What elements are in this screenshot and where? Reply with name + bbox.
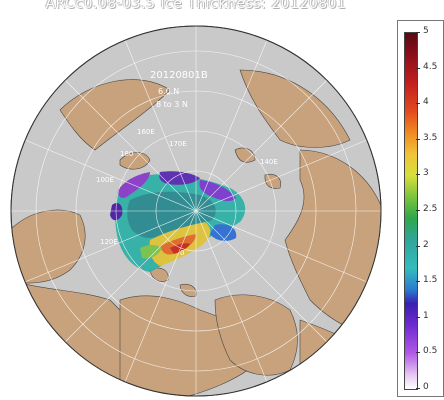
lon-label-170e: 170E <box>169 140 187 148</box>
colorbar-tick-label: 0.5 <box>423 346 438 357</box>
polar-map: 20120801B 6.0 N 8 to 3 N 160E 170E 180 1… <box>10 25 382 397</box>
colorbar-tick-label: 4.5 <box>423 61 438 72</box>
lon-label-0: 0 <box>180 249 184 257</box>
lat-label-2: 8 to 3 N <box>156 100 188 109</box>
lon-label-180: 180 <box>120 150 133 158</box>
lon-label-140e: 140E <box>260 158 278 166</box>
colorbar-tick-mark <box>416 174 420 176</box>
colorbar <box>404 32 418 390</box>
colorbar-tick-label: 1.5 <box>423 275 438 286</box>
colorbar-tick-mark <box>416 138 420 140</box>
lon-label-120e: 120E <box>100 238 118 246</box>
colorbar-tick-label: 1 <box>423 310 429 321</box>
ice-field <box>110 171 246 272</box>
colorbar-tick-label: 4 <box>423 97 429 108</box>
map-title: ARCc0.08-03.5 Ice Thickness: 20120801 <box>45 0 347 12</box>
colorbar-tick-mark <box>416 281 420 283</box>
graticule <box>11 26 381 396</box>
colorbar-tick-label: 5 <box>423 26 429 36</box>
colorbar-tick-label: 2 <box>423 239 429 250</box>
colorbar-tick-label: 2.5 <box>423 204 438 214</box>
colorbar-tick-mark <box>416 210 420 211</box>
colorbar-tick-mark <box>416 316 420 318</box>
colorbar-tick-label: 3.5 <box>423 132 438 143</box>
date-label: 20120801B <box>150 70 208 81</box>
lon-label-160e: 160E <box>137 128 155 136</box>
colorbar-tick-mark <box>416 67 420 69</box>
lon-label-100e: 100E <box>96 176 114 184</box>
colorbar-tick-mark <box>416 103 420 105</box>
colorbar-tick-mark <box>416 32 420 33</box>
lat-label-1: 6.0 N <box>158 87 179 96</box>
colorbar-tick-mark <box>416 245 420 247</box>
colorbar-tick-label: 3 <box>423 168 429 179</box>
colorbar-tick-label: 0 <box>423 382 429 392</box>
colorbar-tick-mark <box>416 352 420 354</box>
colorbar-tick-mark <box>416 388 420 389</box>
